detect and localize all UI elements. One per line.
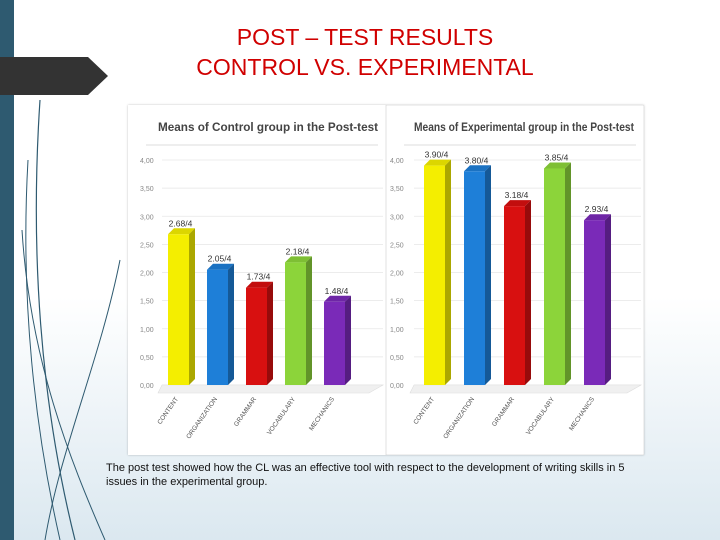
chart1-ytick-label: 2,00 [140, 271, 154, 278]
title-line-1: POST – TEST RESULTS [236, 24, 494, 50]
chart1-ytick-label: 1,50 [140, 299, 154, 306]
chart1-floor [157, 384, 385, 394]
chart2-floor [409, 384, 643, 394]
chart1-data-label: 2.68/4 [169, 218, 193, 228]
charts-svg: Means of Control group in the Post-test 0… [140, 104, 645, 456]
chart1-ytick-label: 3,50 [140, 186, 154, 193]
chart1-data-label: 2.05/4 [208, 254, 232, 264]
chart1-bar-top [207, 263, 234, 270]
chart1-data-label: 1.73/4 [247, 272, 271, 282]
chart1-bar [207, 269, 228, 385]
left-accent-bar [0, 0, 14, 540]
chart1-category-label: CONTENT [156, 396, 180, 426]
chart2-bar-side [525, 200, 531, 385]
chart2-title: Means of Experimental group in the Post-… [414, 120, 634, 134]
chart1-bar [324, 301, 345, 385]
chart2-bar-top [464, 165, 491, 172]
slide-title: POST – TEST RESULTS CONTROL VS. EXPERIME… [120, 22, 610, 82]
chart2-ytick-label: 3,50 [390, 186, 404, 193]
slide-caption: The post test showed how the CL was an e… [106, 462, 625, 488]
chart2-ytick-label: 0,00 [390, 383, 404, 390]
chart2-data-label: 3.90/4 [425, 150, 449, 160]
chart2-bar-top [424, 159, 451, 166]
chart2-bar-side [445, 159, 451, 385]
chart2-bar-side [565, 162, 571, 385]
chart2-ytick-label: 2,00 [390, 271, 404, 278]
chart1-category-label: MECHANICS [308, 396, 336, 433]
chart1-bar-top [168, 228, 195, 235]
chart1-ytick-label: 3,00 [140, 214, 154, 221]
chart1-bar [285, 262, 306, 385]
chart1-title: Means of Control group in the Post-test [158, 120, 378, 134]
chart2-data-label: 3.18/4 [505, 190, 529, 200]
chart1-bar [168, 234, 189, 385]
chart2-ytick-label: 2,50 [390, 242, 404, 249]
chart1-bar-side [267, 281, 273, 385]
chart2-ytick-label: 4,00 [390, 158, 404, 165]
chart2-bar [464, 171, 485, 385]
chart2-bar [584, 220, 605, 385]
chart2-bar [504, 206, 525, 385]
chart1-bar-side [228, 263, 234, 385]
chart1-data-label: 1.48/4 [325, 286, 349, 296]
chart2-bar-side [485, 165, 491, 385]
chart2-data-label: 3.85/4 [545, 152, 569, 162]
chart1-ytick-label: 0,00 [140, 383, 154, 390]
chart2-bar-top [504, 200, 531, 207]
chart-panel: Means of Control group in the Post-test 0… [128, 104, 645, 456]
chart1-category-label: GRAMMAR [233, 396, 258, 428]
chart1-ytick-label: 0,50 [140, 355, 154, 362]
chart1-bar-side [189, 228, 195, 385]
chart1-bar-top [246, 281, 273, 288]
chart2-data-label: 3.80/4 [465, 155, 489, 165]
chart2-ytick-label: 0,50 [390, 355, 404, 362]
chart1-data-label: 2.18/4 [286, 246, 310, 256]
chart2-bar-side [605, 214, 611, 385]
chart1-bar-top [324, 295, 351, 302]
chart1-bar-side [306, 256, 312, 385]
chart1-category-label: ORGANIZATION [185, 396, 219, 440]
chart2-bar [544, 168, 565, 385]
chart2-ytick-label: 1,50 [390, 299, 404, 306]
chart1-bar-side [345, 295, 351, 385]
chart2-bar-top [544, 162, 571, 169]
chart2-ytick-label: 1,00 [390, 327, 404, 334]
chart1-bar [246, 287, 267, 385]
chart1-ytick-label: 4,00 [140, 158, 154, 165]
chart1-ytick-label: 1,00 [140, 327, 154, 334]
chart1-ytick-label: 2,50 [140, 242, 154, 249]
chart2-bar-top [584, 214, 611, 221]
title-line-2: CONTROL VS. EXPERIMENTAL [196, 54, 534, 80]
chart1-bar-top [285, 256, 312, 263]
decorative-lines [21, 99, 121, 540]
chart2-data-label: 2.93/4 [585, 204, 609, 214]
chart1-category-label: VOCABULARY [266, 396, 298, 437]
chart2-ytick-label: 3,00 [390, 214, 404, 221]
title-arrow-tab [0, 57, 108, 95]
chart2-bar [424, 165, 445, 385]
